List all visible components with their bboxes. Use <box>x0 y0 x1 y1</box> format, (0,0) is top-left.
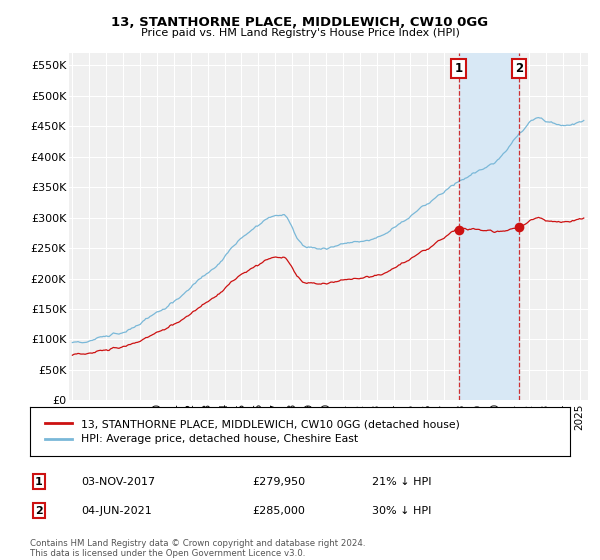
Text: 1: 1 <box>35 477 43 487</box>
Text: 13, STANTHORNE PLACE, MIDDLEWICH, CW10 0GG: 13, STANTHORNE PLACE, MIDDLEWICH, CW10 0… <box>112 16 488 29</box>
Legend: 13, STANTHORNE PLACE, MIDDLEWICH, CW10 0GG (detached house), HPI: Average price,: 13, STANTHORNE PLACE, MIDDLEWICH, CW10 0… <box>41 415 464 449</box>
Text: £279,950: £279,950 <box>252 477 305 487</box>
Text: 21% ↓ HPI: 21% ↓ HPI <box>372 477 431 487</box>
Text: 2: 2 <box>515 62 523 75</box>
Text: £285,000: £285,000 <box>252 506 305 516</box>
Text: 03-NOV-2017: 03-NOV-2017 <box>81 477 155 487</box>
Text: Contains HM Land Registry data © Crown copyright and database right 2024.
This d: Contains HM Land Registry data © Crown c… <box>30 539 365 558</box>
Text: 2: 2 <box>35 506 43 516</box>
Text: Price paid vs. HM Land Registry's House Price Index (HPI): Price paid vs. HM Land Registry's House … <box>140 28 460 38</box>
Bar <box>458 53 519 400</box>
Text: 04-JUN-2021: 04-JUN-2021 <box>81 506 152 516</box>
Text: 1: 1 <box>454 62 463 75</box>
Text: 30% ↓ HPI: 30% ↓ HPI <box>372 506 431 516</box>
